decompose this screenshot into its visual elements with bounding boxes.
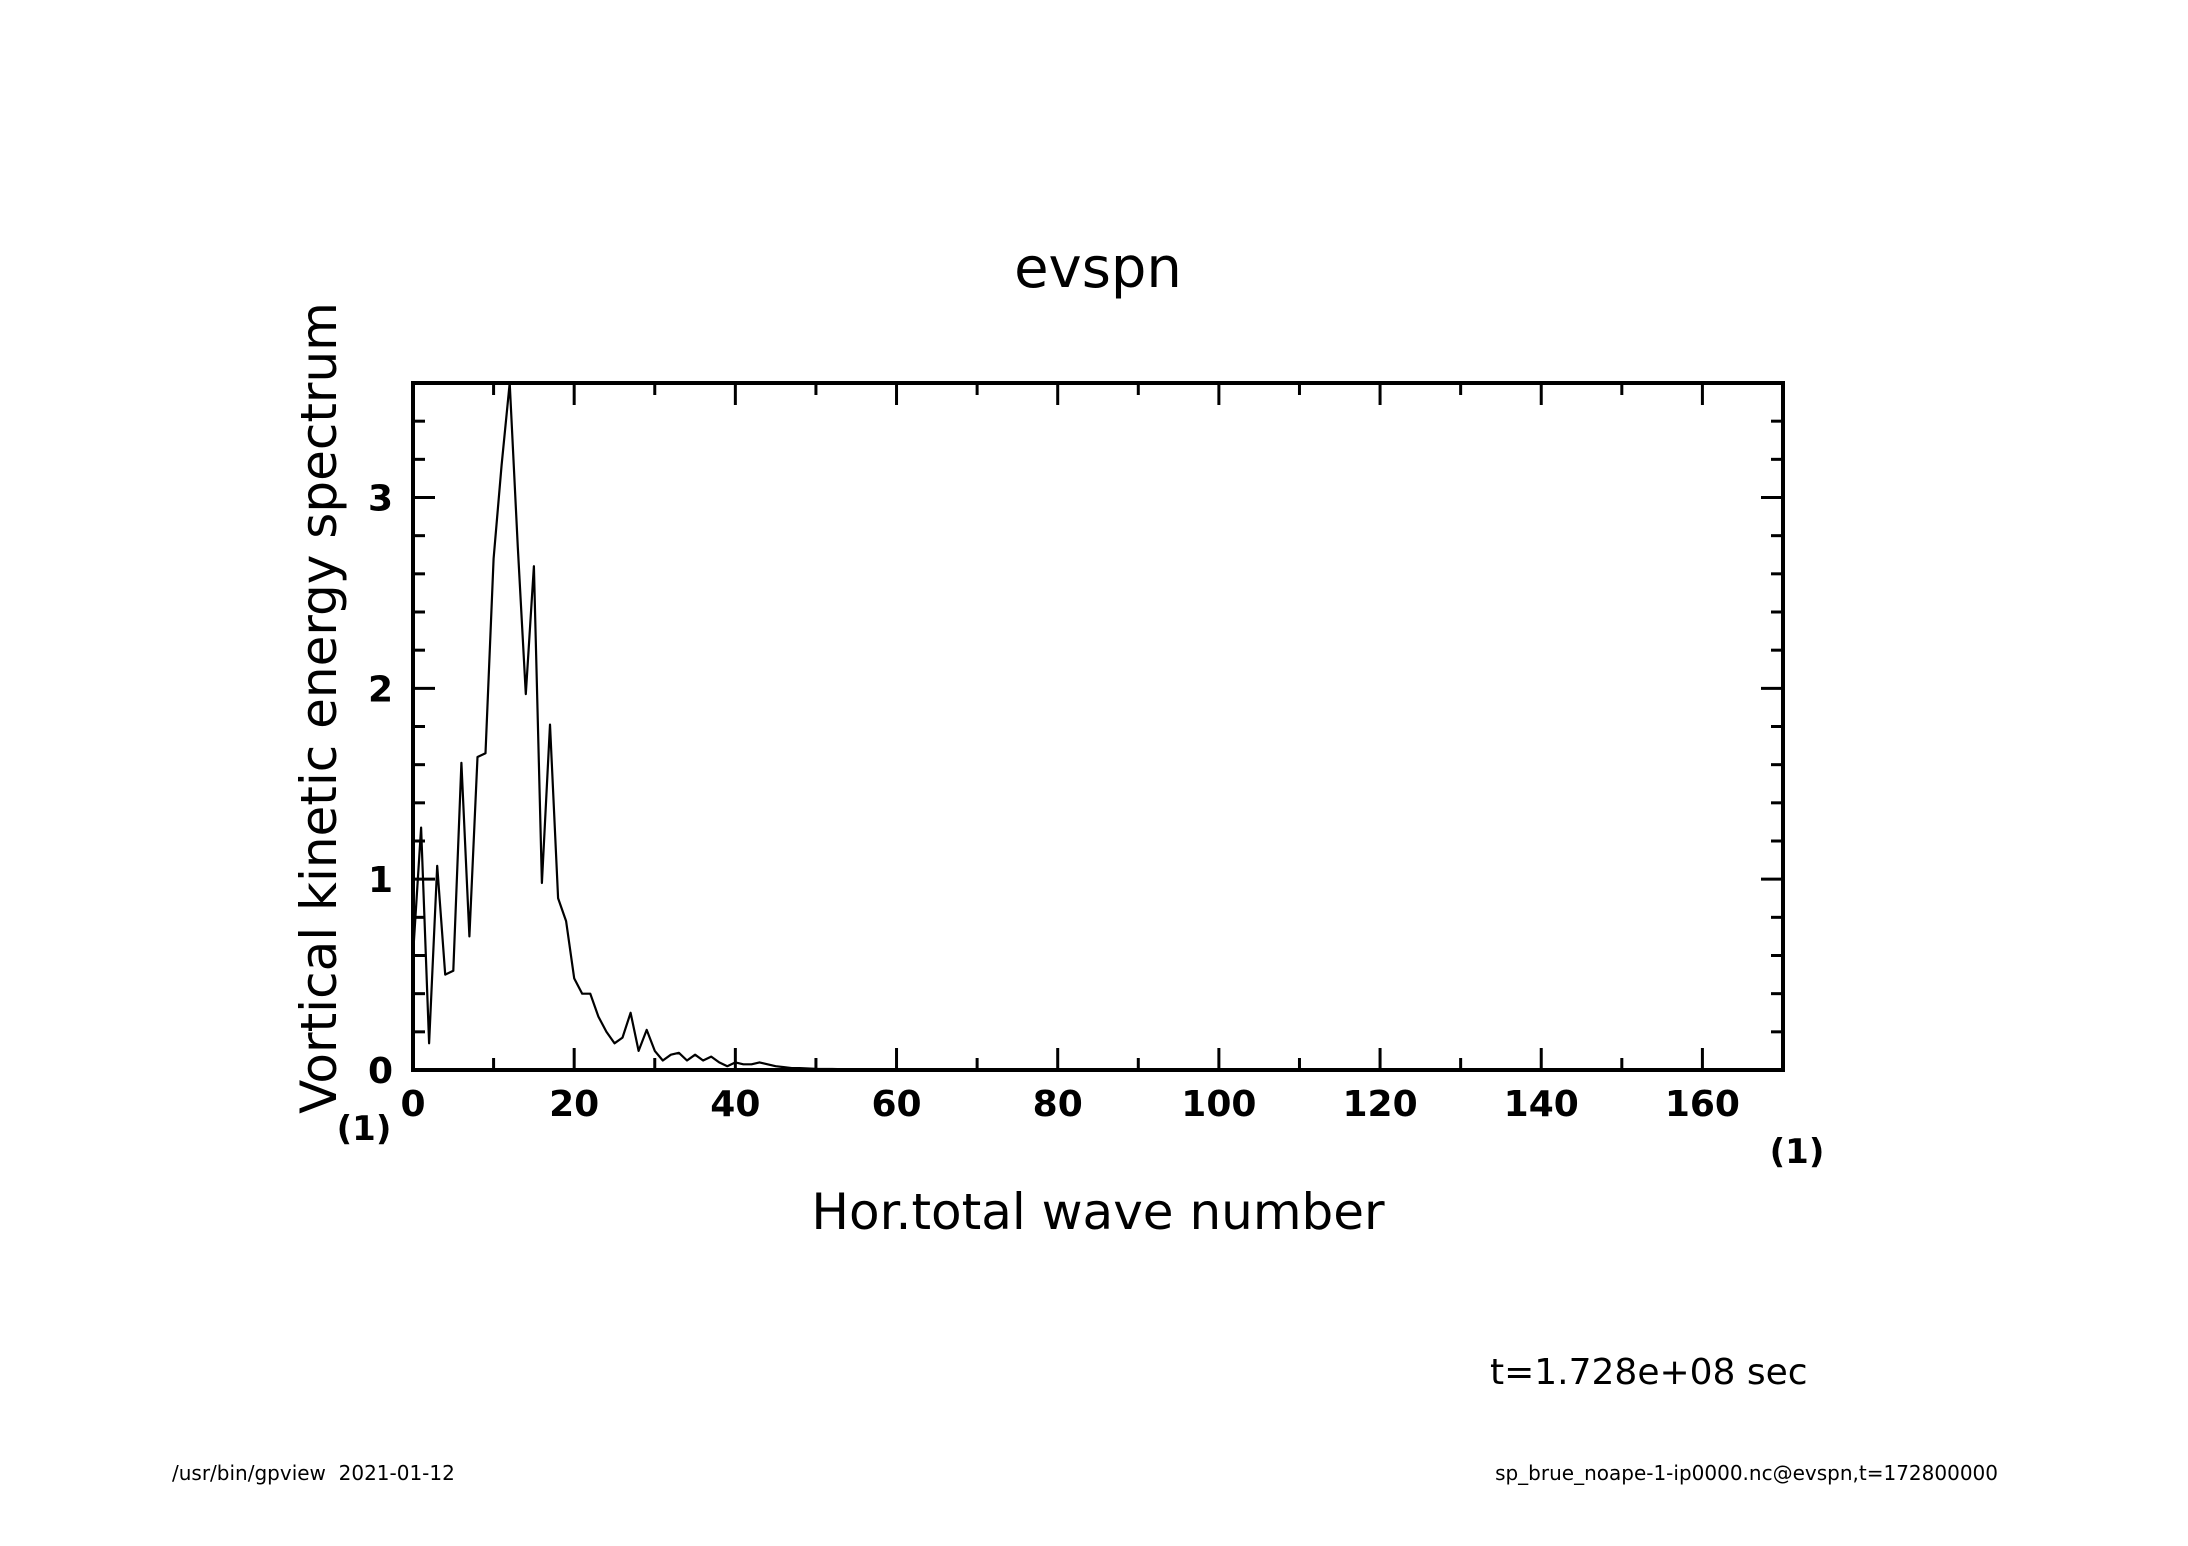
footer-program-date: /usr/bin/gpview 2021-01-12 <box>172 1461 455 1485</box>
footer-source: sp_brue_noape-1-ip0000.nc@evspn,t=172800… <box>1495 1461 1998 1485</box>
x-tick-label: 0 <box>400 1084 425 1125</box>
plot-frame <box>411 381 1785 1072</box>
chart-title: evspn <box>1014 236 1182 301</box>
time-label: t=1.728e+08 sec <box>1490 1352 1808 1393</box>
y-tick-label: 3 <box>368 479 393 520</box>
x-tick-label: 100 <box>1181 1084 1256 1125</box>
y-tick-label: 2 <box>368 669 393 710</box>
x-tick-label: 140 <box>1504 1084 1579 1125</box>
x-tick-label: 40 <box>710 1084 760 1125</box>
y-tick-label: 1 <box>368 860 393 901</box>
x-tick-label: 60 <box>871 1084 921 1125</box>
y-tick-label: 0 <box>368 1051 393 1092</box>
x-tick-label: 160 <box>1665 1084 1740 1125</box>
x-axis-label: Hor.total wave number <box>811 1183 1385 1241</box>
x-tick-label: 80 <box>1033 1084 1083 1125</box>
x-axis-unit: (1) <box>1770 1132 1825 1172</box>
y-axis-label: Vortical kinetic energy spectrum <box>290 302 348 1114</box>
y-axis-unit: (1) <box>337 1109 392 1149</box>
spectrum-line <box>411 381 1783 1072</box>
x-tick-label: 20 <box>549 1084 599 1125</box>
x-tick-label: 120 <box>1342 1084 1417 1125</box>
